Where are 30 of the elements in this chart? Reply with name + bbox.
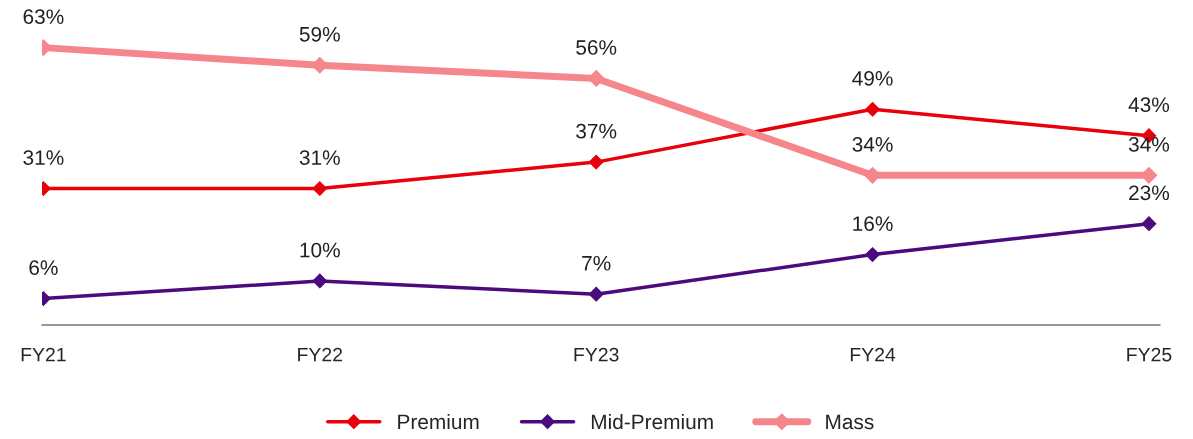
data-label: 23% xyxy=(1129,185,1170,201)
data-label: 59% xyxy=(299,26,340,42)
data-label: 16% xyxy=(853,216,893,231)
data-label: 34% xyxy=(1128,136,1170,152)
data-label: 56% xyxy=(576,40,617,55)
data-label: 37% xyxy=(576,123,617,139)
data-label: 31% xyxy=(299,150,340,165)
point xyxy=(1141,216,1157,232)
x-tick-label: FY23 xyxy=(574,347,619,362)
x-tick-label: FY24 xyxy=(850,347,896,362)
data-label: 34% xyxy=(852,136,893,152)
data-label: 6% xyxy=(29,260,58,276)
x-tick-label: FY22 xyxy=(298,347,343,362)
point xyxy=(312,273,328,289)
point xyxy=(588,154,604,170)
data-label: 7% xyxy=(582,255,611,271)
data-label: 43% xyxy=(1128,97,1170,113)
x-tick-label: FY21 xyxy=(21,347,66,362)
point xyxy=(588,286,604,302)
data-label: 10% xyxy=(300,242,340,258)
legend-label: Mid-Premium xyxy=(591,413,713,430)
data-label: 49% xyxy=(852,70,893,86)
point xyxy=(312,181,328,196)
data-label: 63% xyxy=(23,9,64,25)
x-tick-label: FY25 xyxy=(1127,347,1172,362)
point xyxy=(865,247,880,262)
point xyxy=(865,101,880,117)
legend-label: Mass xyxy=(826,414,874,430)
data-label: 31% xyxy=(23,150,64,165)
legend-label: Premium xyxy=(398,413,479,430)
